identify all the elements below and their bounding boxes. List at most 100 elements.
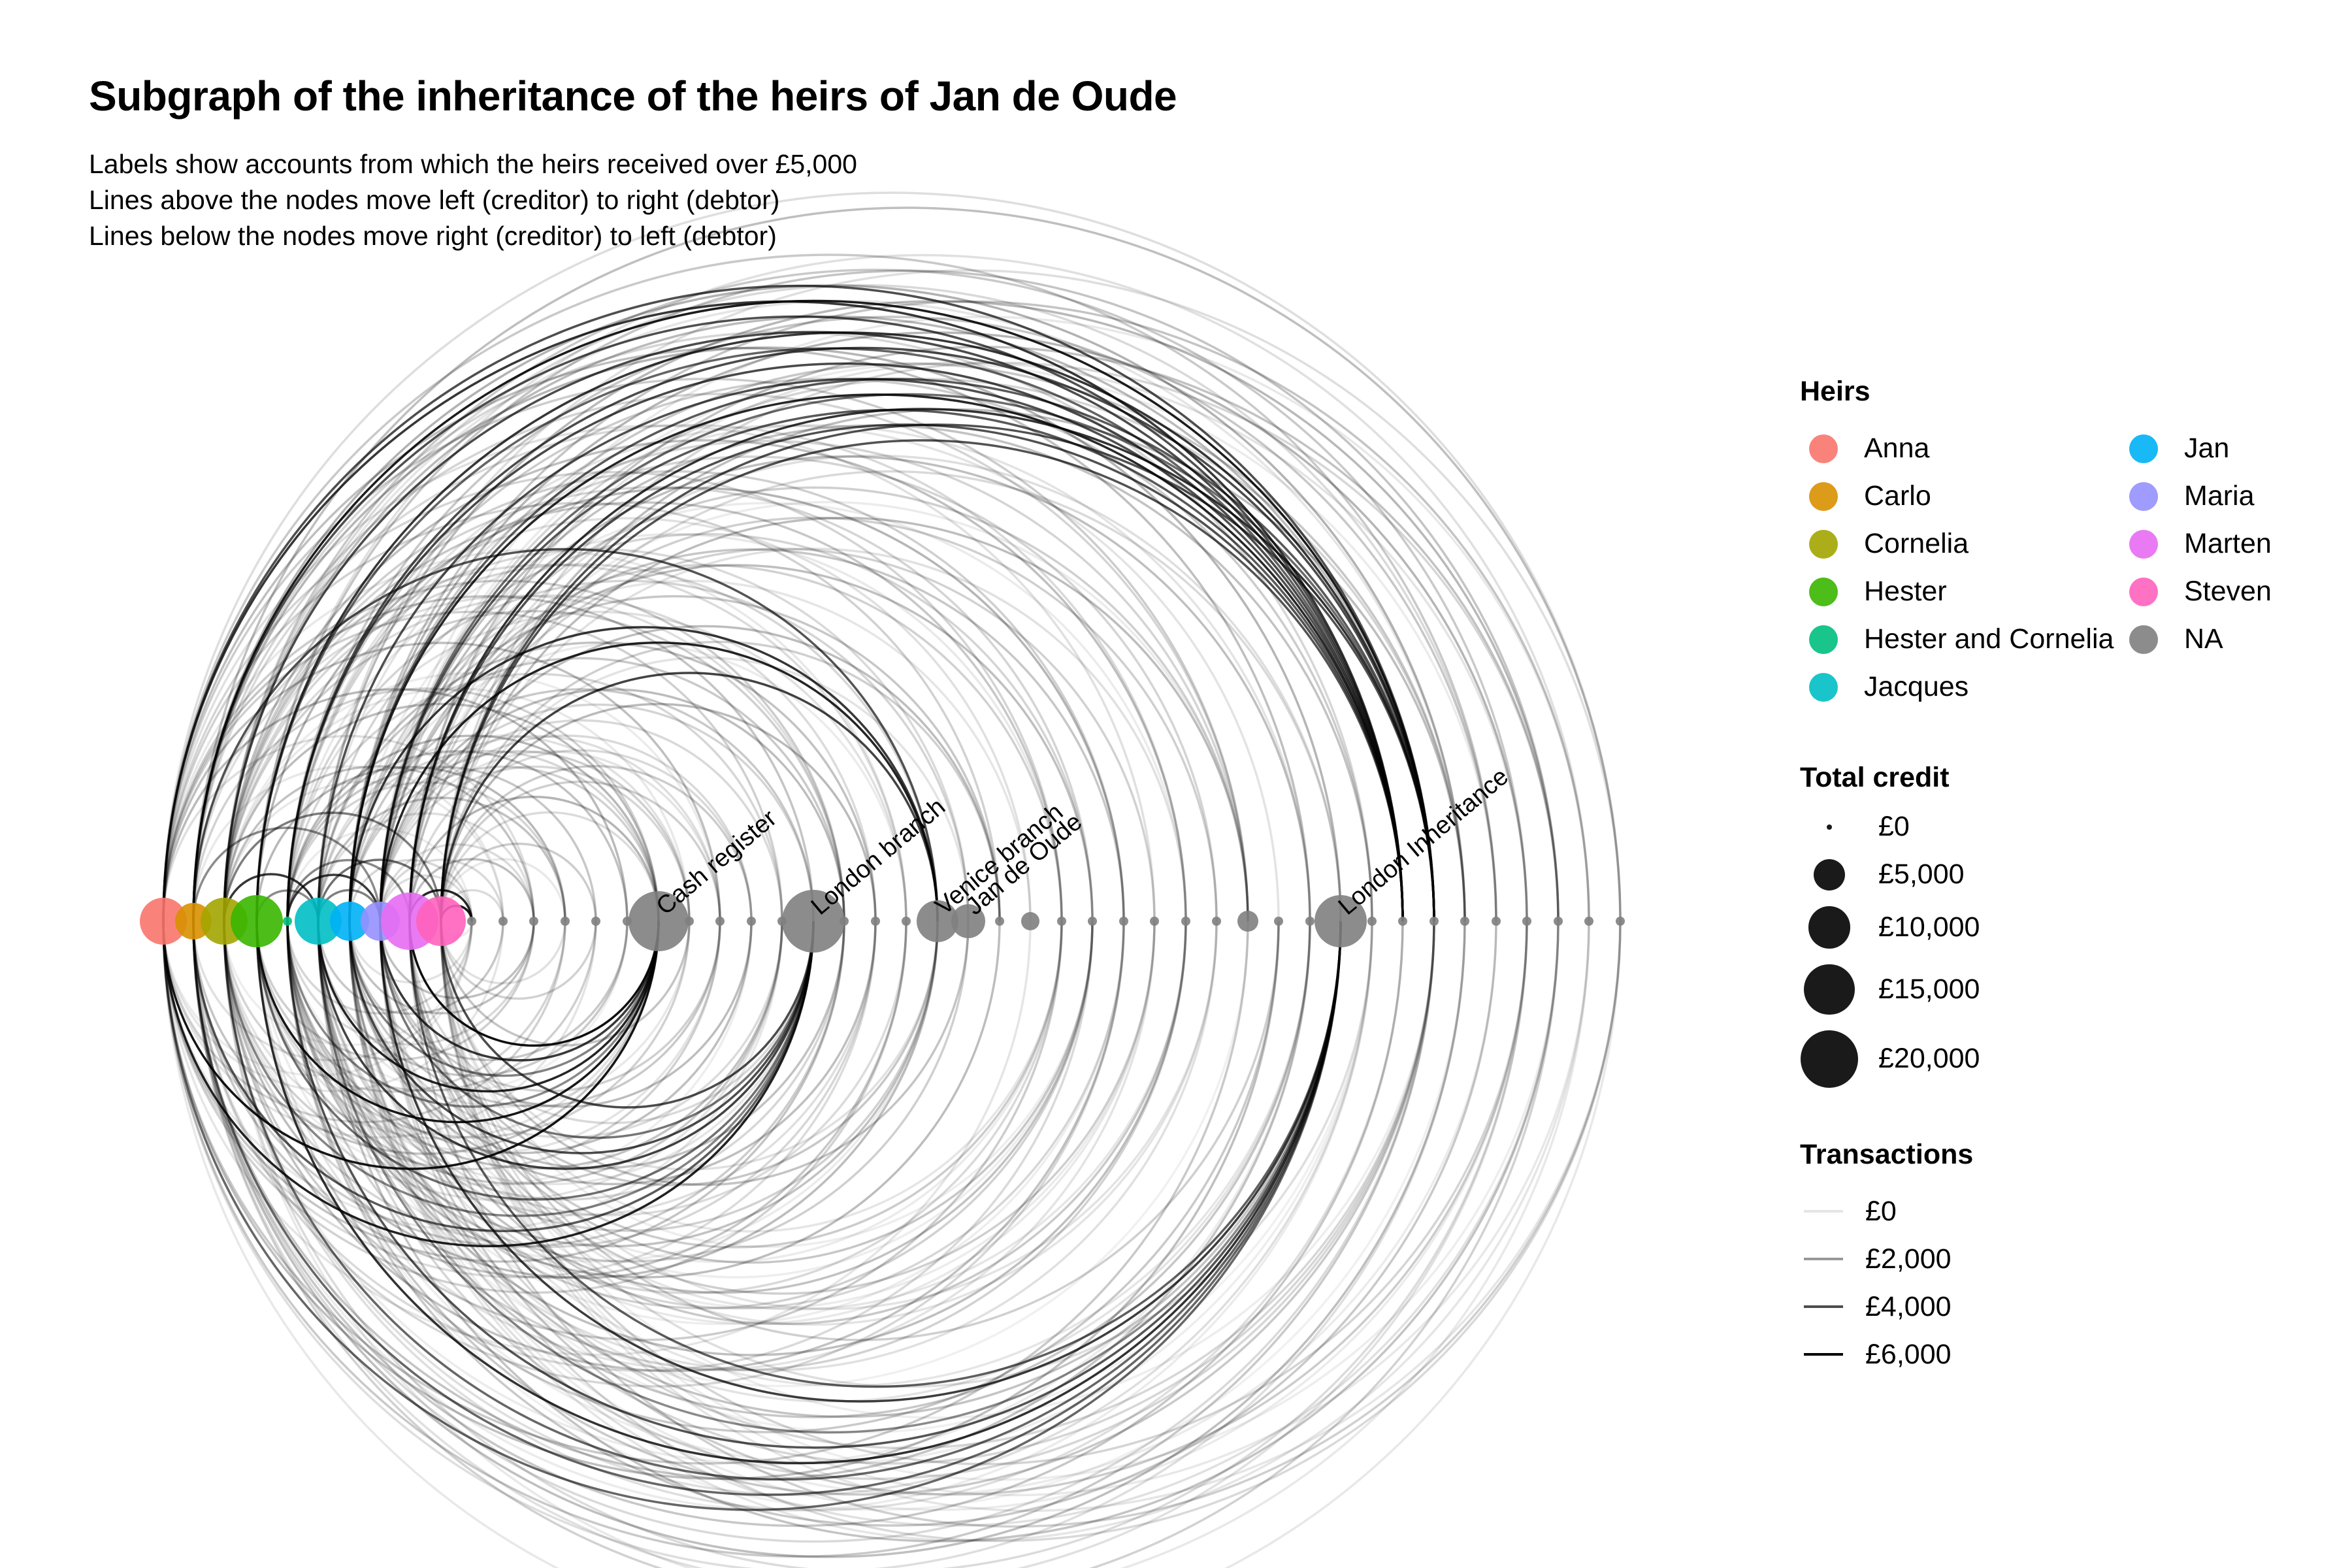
account-node: [1119, 917, 1128, 926]
heir-legend-item: NA: [2120, 615, 2290, 663]
transaction-arc: [162, 921, 877, 1279]
heir-legend-label: Jacques: [1864, 671, 1969, 702]
transaction-legend-label: £2,000: [1865, 1243, 1952, 1275]
transaction-arc: [255, 921, 815, 1201]
credit-size-dot: [1804, 964, 1855, 1015]
transaction-arc: [192, 563, 907, 922]
transaction-arc: [317, 921, 1311, 1418]
transaction-arc: [255, 269, 1560, 922]
transaction-arc: [286, 346, 1435, 922]
transaction-arc: [348, 921, 660, 1077]
heir-color-dot: [1809, 577, 1838, 606]
transaction-arc: [286, 672, 783, 922]
transaction-arc: [192, 826, 382, 922]
transaction-arc: [286, 921, 877, 1217]
transaction-arc: [286, 921, 1497, 1527]
transaction-arc: [379, 455, 1311, 922]
transaction-arc: [379, 921, 1342, 1403]
transaction-arc: [286, 874, 382, 922]
transaction-arc: [348, 750, 691, 922]
heir-node: [231, 895, 283, 947]
transaction-arc: [162, 688, 629, 922]
account-node: [747, 917, 756, 926]
account-node: [1021, 912, 1039, 930]
transaction-arc: [379, 921, 1528, 1496]
transaction-arc: [440, 858, 566, 922]
transaction-arc: [255, 921, 1156, 1371]
transaction-arc: [223, 331, 1404, 922]
transaction-arc: [379, 688, 845, 922]
transaction-arc: [408, 921, 1094, 1264]
transaction-arc: [286, 921, 1187, 1372]
transaction-arc: [317, 921, 1187, 1356]
title-block: Subgraph of the inheritance of the heirs…: [89, 72, 1177, 254]
transaction-arc: [192, 921, 845, 1248]
transaction-arc: [317, 921, 660, 1093]
credit-legend-label: £15,000: [1878, 973, 1980, 1005]
transaction-arc: [192, 765, 504, 922]
transaction-arc: [162, 921, 815, 1248]
transaction-arc: [192, 346, 1342, 922]
transaction-arc: [223, 702, 660, 922]
transaction-arc: [223, 517, 1032, 922]
account-node: [529, 917, 538, 926]
transaction-arc: [379, 843, 535, 922]
transaction-arc: [348, 921, 629, 1062]
heirs-legend-title: Heirs: [1800, 376, 1870, 407]
transaction-arc: [286, 424, 1280, 922]
account-node: [1237, 911, 1258, 932]
subtitle-line-1: Labels show accounts from which the heir…: [89, 149, 857, 179]
transaction-arc: [162, 921, 1342, 1511]
transaction-arc: [162, 424, 1156, 922]
credit-legend-item: £20,000: [1800, 1030, 2290, 1088]
account-node: [1212, 917, 1221, 926]
transaction-arc: [440, 921, 1280, 1341]
transaction-arc: [379, 750, 721, 922]
transaction-arc: [223, 547, 970, 922]
heir-legend-item: Steven: [2120, 568, 2290, 615]
transaction-arc: [223, 921, 660, 1140]
transaction-arc: [162, 502, 1001, 922]
transaction-legend-item: £4,000: [1800, 1283, 2290, 1331]
heir-node: [330, 902, 369, 941]
credit-legend-items: £0 £5,000 £10,000 £15,000 £20,000: [1800, 811, 2290, 1088]
transaction-arc: [192, 921, 1094, 1372]
transaction-arc: [440, 516, 1249, 922]
transaction-arc: [192, 595, 845, 922]
account-node: [498, 917, 508, 926]
transaction-arc: [162, 610, 783, 922]
transaction-arc: [379, 486, 1249, 922]
transaction-arc: [348, 921, 845, 1170]
account-node: [902, 917, 911, 926]
transaction-arc: [348, 921, 535, 1015]
transaction-arc: [379, 921, 1156, 1310]
heir-color-dot: [1809, 434, 1838, 463]
transaction-arc: [348, 921, 473, 984]
transaction-arc: [162, 921, 473, 1077]
heir-legend-item: Anna: [1800, 425, 2120, 472]
credit-legend-label: £20,000: [1878, 1043, 1980, 1075]
transaction-arc: [317, 812, 535, 922]
transaction-arc: [408, 408, 1435, 922]
credit-legend-item: £15,000: [1800, 964, 2290, 1015]
transaction-arc: [440, 921, 1528, 1465]
transaction-arc: [348, 564, 1063, 922]
transaction-arc: [223, 687, 691, 922]
transaction-arc: [348, 921, 1435, 1465]
transaction-arc: [223, 439, 1187, 922]
transaction-arc: [440, 921, 1094, 1249]
transaction-arc: [440, 811, 660, 922]
transaction-arc: [223, 921, 566, 1093]
transaction-arc: [255, 921, 721, 1154]
transaction-arc: [408, 921, 1156, 1295]
transaction-arc: [348, 921, 1528, 1511]
account-node: [917, 900, 958, 942]
account-node: [561, 917, 570, 926]
heir-color-dot: [1809, 625, 1838, 654]
transaction-arc: [317, 749, 660, 922]
transaction-arc: [440, 764, 753, 922]
transaction-arc: [192, 921, 1404, 1527]
transaction-arc: [348, 921, 1156, 1325]
transaction-arc: [162, 921, 566, 1124]
transaction-arc: [440, 921, 691, 1047]
